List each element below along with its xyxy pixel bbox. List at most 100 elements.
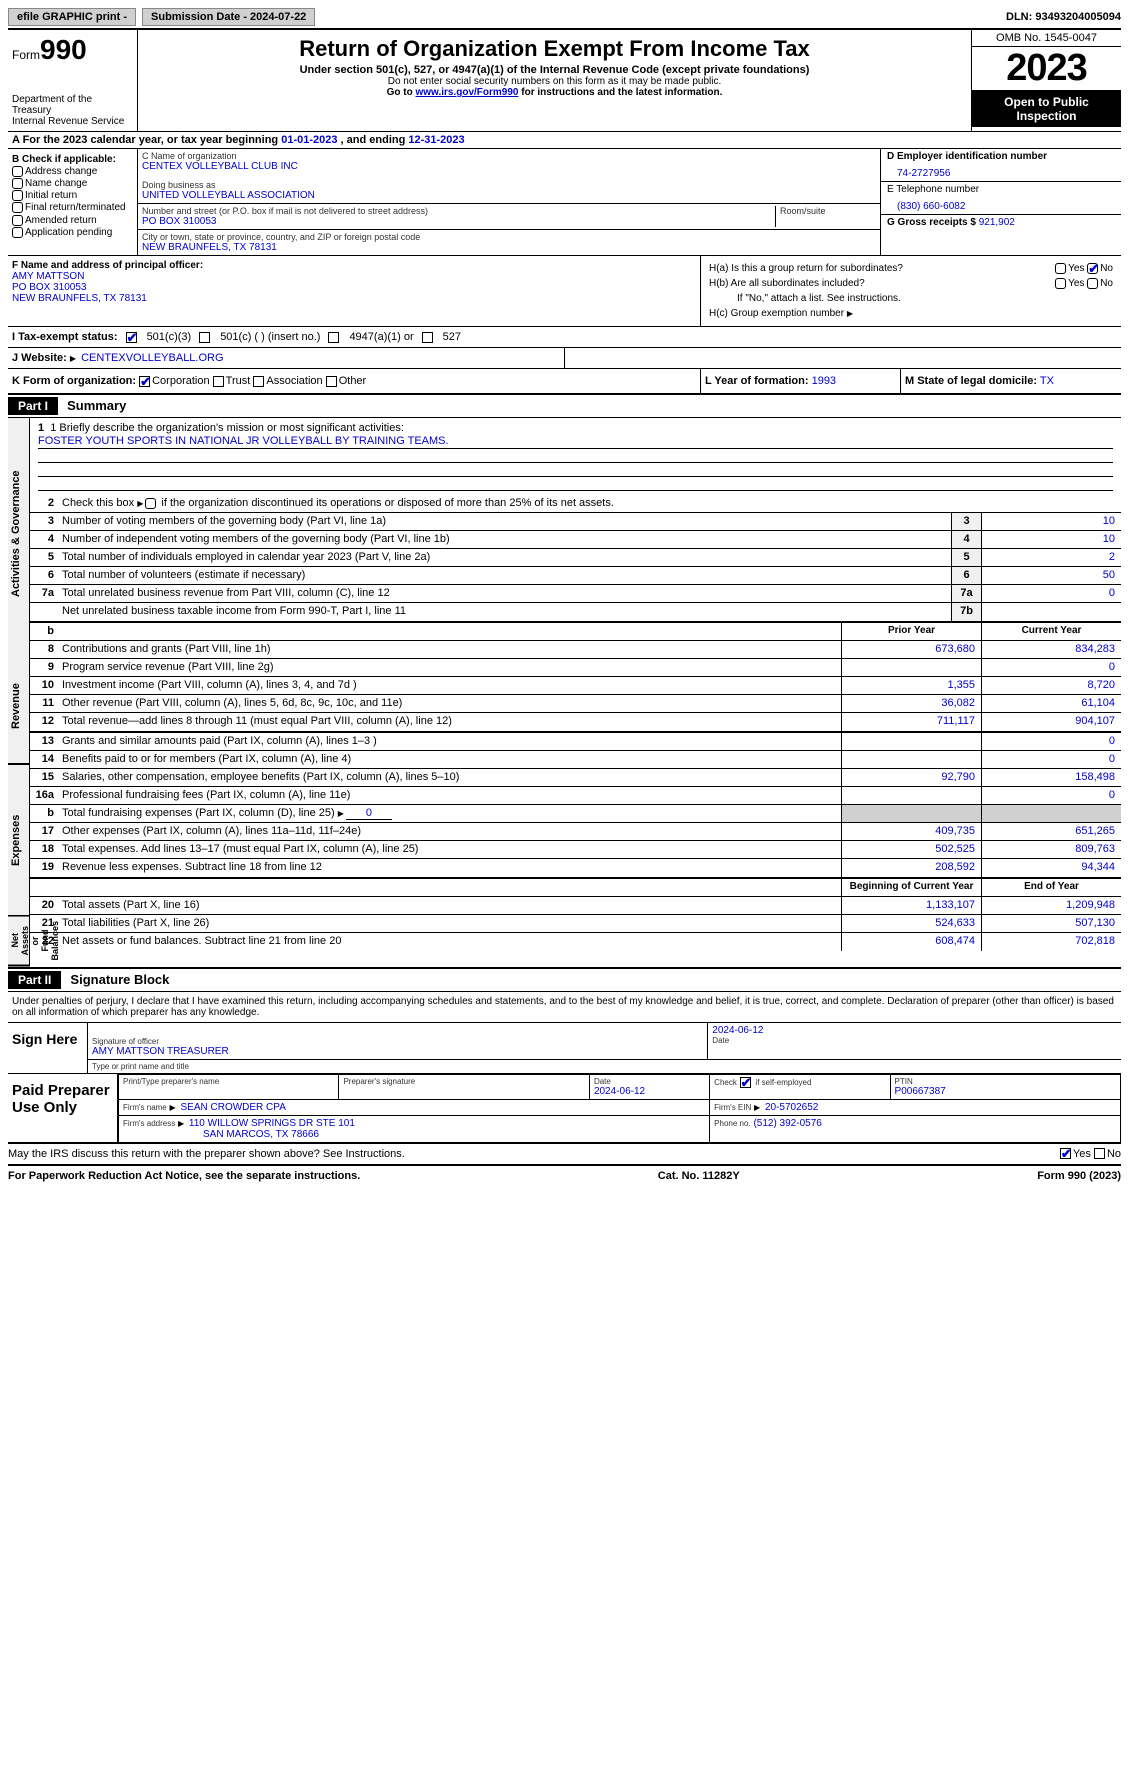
netassets-section: Beginning of Current YearEnd of Year 20T… [30, 879, 1121, 951]
irs-link[interactable]: www.irs.gov/Form990 [415, 87, 518, 98]
sign-here-label: Sign Here [8, 1023, 88, 1073]
street: PO BOX 310053 [142, 216, 771, 227]
gross-receipts-label: G Gross receipts $ [887, 217, 976, 228]
line7a-val: 0 [981, 585, 1121, 602]
line8-desc: Contributions and grants (Part VIII, lin… [58, 641, 841, 658]
cb-address-change[interactable] [12, 166, 23, 177]
hdr-end: End of Year [981, 879, 1121, 896]
line10-desc: Investment income (Part VIII, column (A)… [58, 677, 841, 694]
cb-hb-no[interactable] [1087, 278, 1098, 289]
cb-amended[interactable] [12, 215, 23, 226]
ein: 74-2727956 [887, 162, 1115, 179]
form-ref: Form 990 (2023) [1037, 1170, 1121, 1182]
cb-discontinued[interactable] [145, 498, 156, 509]
expenses-section: 13Grants and similar amounts paid (Part … [30, 733, 1121, 879]
hdr-prior: Prior Year [841, 623, 981, 640]
mission-text: FOSTER YOUTH SPORTS IN NATIONAL JR VOLLE… [38, 434, 1113, 449]
row-fh: F Name and address of principal officer:… [8, 256, 1121, 327]
cb-self-employed[interactable] [740, 1077, 751, 1088]
line21-desc: Total liabilities (Part X, line 26) [58, 915, 841, 932]
cb-hb-yes[interactable] [1055, 278, 1066, 289]
form-note-link: Go to www.irs.gov/Form990 for instructio… [146, 87, 963, 98]
cb-other[interactable] [326, 376, 337, 387]
revenue-section: bPrior YearCurrent Year 8Contributions a… [30, 623, 1121, 733]
hb-note: If "No," attach a list. See instructions… [707, 292, 1115, 305]
dba-name: UNITED VOLLEYBALL ASSOCIATION [142, 190, 876, 201]
line16a-desc: Professional fundraising fees (Part IX, … [58, 787, 841, 804]
submission-date-button[interactable]: Submission Date - 2024-07-22 [142, 8, 315, 26]
cb-name-change[interactable] [12, 178, 23, 189]
form-note-ssn: Do not enter social security numbers on … [146, 76, 963, 87]
line3-desc: Number of voting members of the governin… [58, 513, 951, 530]
cb-trust[interactable] [213, 376, 224, 387]
part1-body: Activities & Governance Revenue Expenses… [8, 418, 1121, 969]
officer-name: AMY MATTSON [12, 271, 84, 282]
cb-app-pending[interactable] [12, 227, 23, 238]
cb-initial-return[interactable] [12, 190, 23, 201]
line7a-desc: Total unrelated business revenue from Pa… [58, 585, 951, 602]
cb-corp[interactable] [139, 376, 150, 387]
officer-city: NEW BRAUNFELS, TX 78131 [12, 293, 147, 304]
line4-val: 10 [981, 531, 1121, 548]
line5-val: 2 [981, 549, 1121, 566]
line11-desc: Other revenue (Part VIII, column (A), li… [58, 695, 841, 712]
line3-val: 10 [981, 513, 1121, 530]
ptin: P00667387 [895, 1086, 1116, 1097]
form-title: Return of Organization Exempt From Incom… [146, 36, 963, 62]
box-f: F Name and address of principal officer:… [8, 256, 701, 326]
box-deg: D Employer identification number 74-2727… [881, 149, 1121, 255]
ha-label: H(a) Is this a group return for subordin… [707, 262, 951, 275]
phone-label: E Telephone number [887, 184, 1115, 195]
line9-desc: Program service revenue (Part VIII, line… [58, 659, 841, 676]
omb-number: OMB No. 1545-0047 [972, 30, 1121, 47]
firm-phone: (512) 392-0576 [753, 1118, 821, 1129]
line5-desc: Total number of individuals employed in … [58, 549, 951, 566]
cb-ha-yes[interactable] [1055, 263, 1066, 274]
line7b-val [981, 603, 1121, 621]
line15-desc: Salaries, other compensation, employee b… [58, 769, 841, 786]
line14-desc: Benefits paid to or for members (Part IX… [58, 751, 841, 768]
website: CENTEXVOLLEYBALL.ORG [81, 352, 223, 364]
line18-desc: Total expenses. Add lines 13–17 (must eq… [58, 841, 841, 858]
form-number: Form990 [12, 34, 133, 66]
cb-assoc[interactable] [253, 376, 264, 387]
form-subtitle: Under section 501(c), 527, or 4947(a)(1)… [146, 64, 963, 76]
line20-desc: Total assets (Part X, line 16) [58, 897, 841, 914]
street-label: Number and street (or P.O. box if mail i… [142, 206, 771, 216]
tab-revenue: Revenue [8, 650, 30, 765]
row-klm: K Form of organization: Corporation Trus… [8, 369, 1121, 395]
row-a-tax-year: A For the 2023 calendar year, or tax yea… [8, 132, 1121, 149]
prep-date: 2024-06-12 [594, 1086, 705, 1097]
firm-addr1: 110 WILLOW SPRINGS DR STE 101 [189, 1118, 355, 1129]
open-inspection: Open to Public Inspection [972, 91, 1121, 127]
line12-desc: Total revenue—add lines 8 through 11 (mu… [58, 713, 841, 731]
part2-header: Part II Signature Block [8, 969, 1121, 992]
row-i: I Tax-exempt status: 501(c)(3) 501(c) ( … [8, 327, 1121, 348]
org-name: CENTEX VOLLEYBALL CLUB INC [142, 161, 876, 172]
cb-ha-no[interactable] [1087, 263, 1098, 274]
form-header: Form990 Department of the Treasury Inter… [8, 30, 1121, 132]
box-c: C Name of organization CENTEX VOLLEYBALL… [138, 149, 881, 255]
topbar: efile GRAPHIC print - Submission Date - … [8, 8, 1121, 30]
footer-bottom: For Paperwork Reduction Act Notice, see … [8, 1164, 1121, 1186]
dln: DLN: 93493204005094 [1006, 11, 1121, 23]
org-name-label: C Name of organization [142, 151, 876, 161]
state-domicile: TX [1040, 375, 1054, 387]
cb-discuss-yes[interactable] [1060, 1148, 1071, 1159]
efile-print-button[interactable]: efile GRAPHIC print - [8, 8, 136, 26]
cb-4947[interactable] [328, 332, 339, 343]
tax-year: 2023 [972, 47, 1121, 91]
footer-discuss: May the IRS discuss this return with the… [8, 1143, 1121, 1164]
cb-final-return[interactable] [12, 202, 23, 213]
cb-discuss-no[interactable] [1094, 1148, 1105, 1159]
hb-label: H(b) Are all subordinates included? [707, 277, 951, 290]
line13-desc: Grants and similar amounts paid (Part IX… [58, 733, 841, 750]
cb-527[interactable] [422, 332, 433, 343]
cb-501c3[interactable] [126, 332, 137, 343]
cb-501c[interactable] [199, 332, 210, 343]
line19-desc: Revenue less expenses. Subtract line 18 … [58, 859, 841, 877]
officer-street: PO BOX 310053 [12, 282, 87, 293]
line2: Check this box Check this box if the org… [58, 495, 1121, 512]
city-label: City or town, state or province, country… [142, 232, 876, 242]
hdr-current: Current Year [981, 623, 1121, 640]
